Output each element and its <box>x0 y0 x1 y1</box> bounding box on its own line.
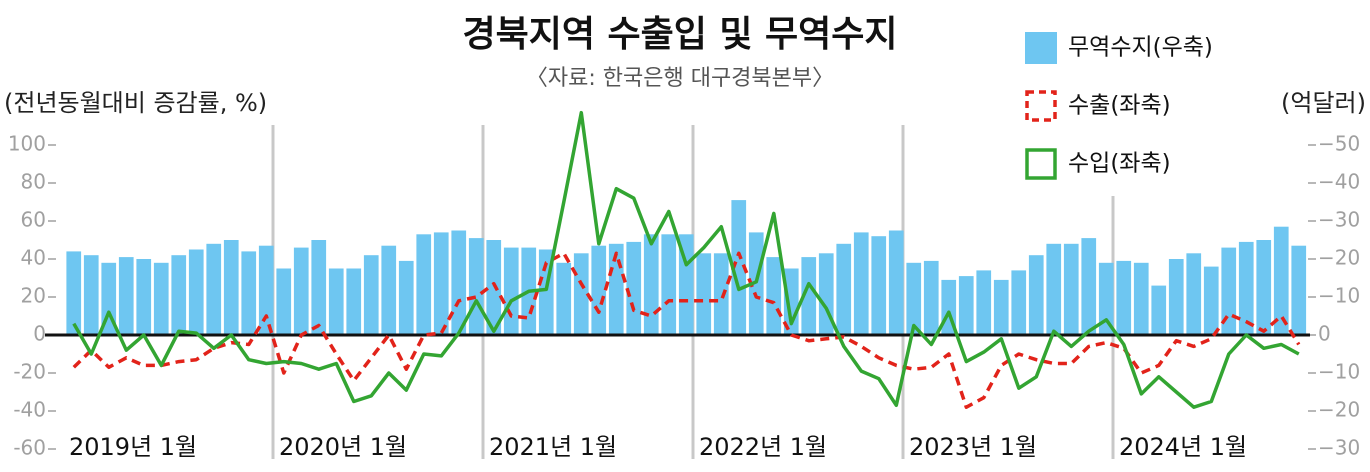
chart-title: 경북지역 수출입 및 무역수지 <box>462 14 897 55</box>
bar <box>1011 270 1027 335</box>
legend-box <box>1010 14 1265 196</box>
bar <box>1238 241 1254 335</box>
bar <box>311 240 327 335</box>
bar <box>626 241 642 335</box>
bar <box>906 262 922 335</box>
y2-tick-label: −10 <box>1318 284 1360 308</box>
bar <box>451 230 467 335</box>
bar <box>1273 226 1289 335</box>
bar <box>223 240 239 335</box>
bar <box>486 240 502 335</box>
y-tick-label: 40 <box>21 246 46 270</box>
bar <box>993 279 1009 335</box>
bar <box>1151 285 1167 335</box>
bar <box>976 270 992 335</box>
bar <box>276 268 292 335</box>
bar <box>206 243 222 335</box>
bar <box>591 245 607 335</box>
bar <box>171 255 187 335</box>
bar <box>381 245 397 335</box>
bar <box>153 262 169 335</box>
y-tick-label: 60 <box>21 208 46 232</box>
bar <box>923 260 939 335</box>
bar <box>958 276 974 335</box>
x-tick-label: 2019년 1월 <box>69 433 197 461</box>
bar <box>398 260 414 335</box>
y2-tick-label: −40 <box>1318 170 1360 194</box>
legend-label: 수입(좌축) <box>1068 151 1171 177</box>
x-tick-label: 2020년 1월 <box>279 433 407 461</box>
bar <box>871 236 887 335</box>
bar <box>118 257 134 335</box>
bar <box>416 234 432 335</box>
bar <box>1028 255 1044 335</box>
bar <box>1168 259 1184 335</box>
legend-label: 수출(좌축) <box>1068 93 1171 119</box>
bar <box>328 268 344 335</box>
legend-swatch <box>1025 148 1057 180</box>
y-tick-label: 100 <box>8 132 46 156</box>
bar <box>136 259 152 335</box>
x-tick-label: 2023년 1월 <box>909 433 1037 461</box>
bar <box>556 262 572 335</box>
y-tick-label: -40 <box>13 398 46 422</box>
y2-tick-label: −10 <box>1318 360 1360 384</box>
y-tick-label: 20 <box>21 284 46 308</box>
bar <box>1221 247 1237 335</box>
bar <box>468 238 484 335</box>
x-tick-label: 2022년 1월 <box>699 433 827 461</box>
x-tick-label: 2024년 1월 <box>1119 433 1247 461</box>
bar <box>503 247 519 335</box>
x-tick-label: 2021년 1월 <box>489 433 617 461</box>
y-tick-label: 80 <box>21 170 46 194</box>
bar <box>66 251 82 335</box>
y2-tick-label: 0 <box>1318 322 1331 346</box>
legend-swatch <box>1025 32 1057 64</box>
bar <box>1256 240 1272 335</box>
bar <box>766 257 782 335</box>
bar <box>188 249 204 335</box>
y2-tick-label: −30 <box>1318 436 1360 460</box>
chart-subtitle: 〈자료: 한국은행 대구경북본부〉 <box>526 66 834 91</box>
bar <box>661 234 677 335</box>
bar <box>696 253 712 335</box>
y2-tick-label: −30 <box>1318 208 1360 232</box>
y2-tick-label: −20 <box>1318 246 1360 270</box>
bar <box>363 255 379 335</box>
y-tick-label: -60 <box>13 436 46 460</box>
line-2 <box>72 110 1300 409</box>
bar <box>1133 262 1149 335</box>
bar <box>1046 243 1062 335</box>
bar <box>241 251 257 335</box>
bar <box>1186 253 1202 335</box>
bar <box>731 200 747 335</box>
bar <box>1291 245 1307 335</box>
bar <box>293 247 309 335</box>
bar <box>801 257 817 335</box>
bar <box>258 245 274 335</box>
y-tick-label: -20 <box>13 360 46 384</box>
legend-swatch <box>1025 90 1057 122</box>
bar <box>83 255 99 335</box>
y2-tick-label: −50 <box>1318 132 1360 156</box>
y2-tick-label: −20 <box>1318 398 1360 422</box>
legend-label: 무역수지(우축) <box>1068 35 1213 61</box>
bar <box>1063 243 1079 335</box>
bar <box>713 253 729 335</box>
bar <box>346 268 362 335</box>
bar <box>1098 262 1114 335</box>
y-axis-label: (전년동월대비 증감률, %) <box>4 89 267 117</box>
bar <box>888 230 904 335</box>
y2-axis-label: (억달러) <box>1281 89 1366 117</box>
bar <box>1203 266 1219 335</box>
bar <box>643 234 659 335</box>
bar <box>1081 238 1097 335</box>
y-tick-label: 0 <box>33 322 46 346</box>
bar <box>1116 260 1132 335</box>
bar <box>433 232 449 335</box>
bar <box>836 243 852 335</box>
bar <box>853 232 869 335</box>
line-1 <box>72 251 1301 409</box>
